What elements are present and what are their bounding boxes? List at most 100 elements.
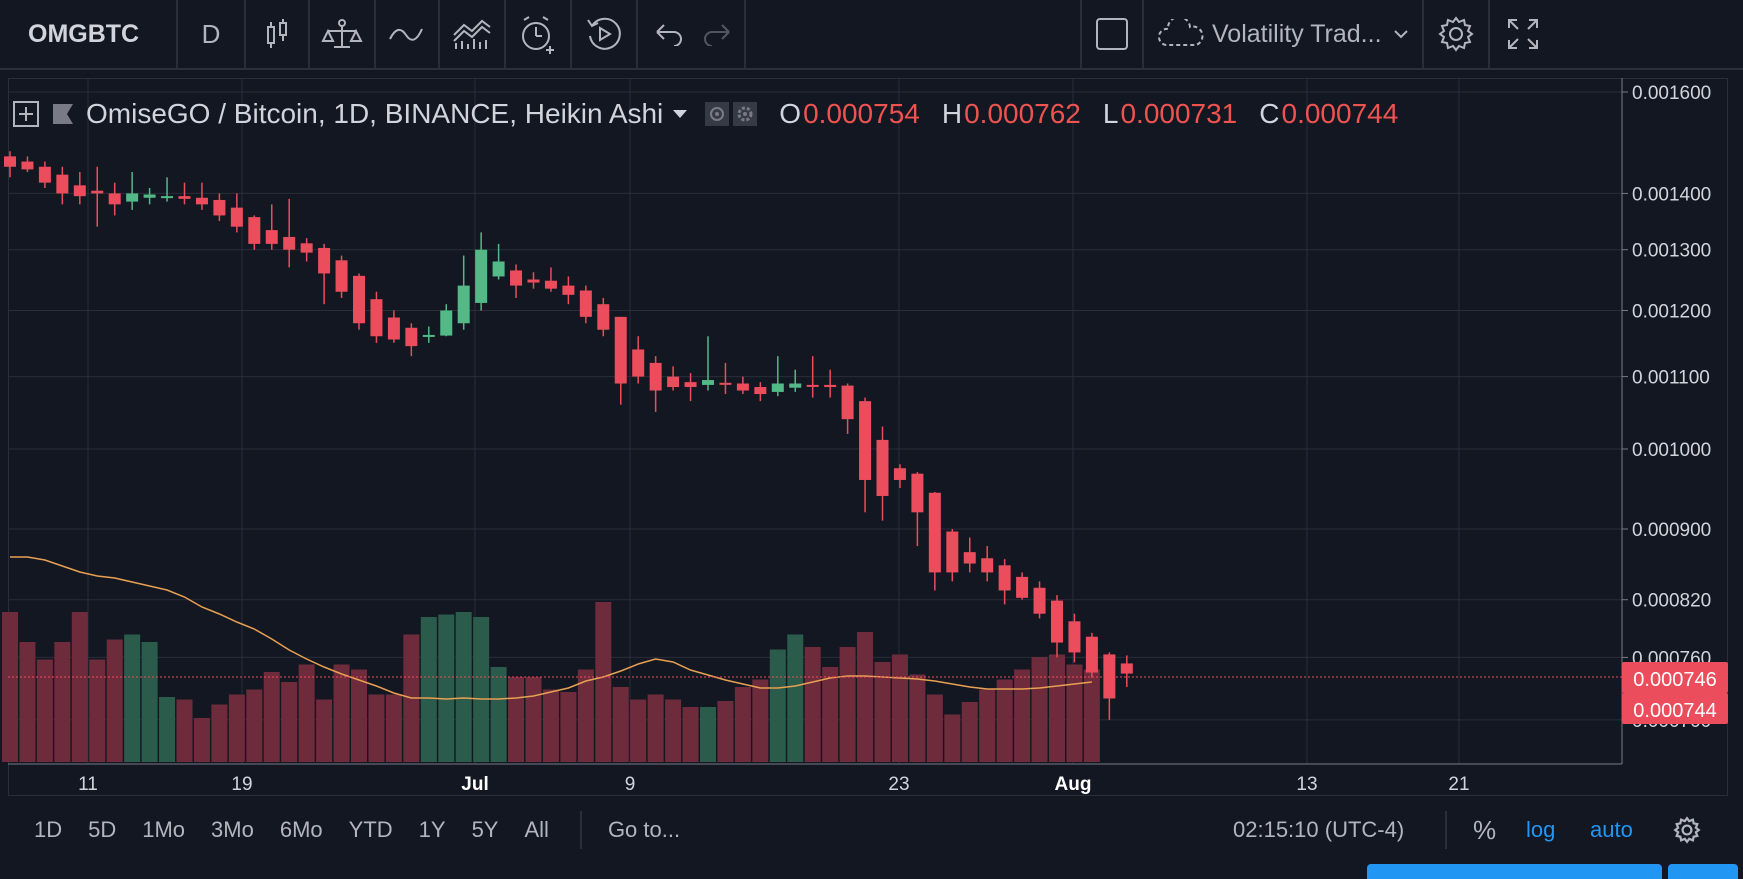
candle-body <box>248 217 261 244</box>
volume-bar <box>734 687 751 762</box>
candles-icon <box>267 19 287 48</box>
chart-frame <box>8 78 1728 796</box>
volume-bar <box>839 647 856 762</box>
eye-icon[interactable] <box>705 102 730 126</box>
candle-body <box>318 247 331 274</box>
trade-panel-toggle[interactable] <box>1668 864 1738 879</box>
volume-moving-average-line <box>10 556 1092 700</box>
candle-body <box>230 207 243 227</box>
candle-body <box>562 285 575 295</box>
range-3mo[interactable]: 3Mo <box>211 817 254 842</box>
range-ytd[interactable]: YTD <box>348 817 393 842</box>
gear-icon <box>1438 16 1474 52</box>
volume-bar <box>700 707 716 762</box>
clock[interactable]: 02:15:10 (UTC-4) <box>1233 817 1405 842</box>
settings-button[interactable] <box>1424 0 1490 68</box>
fullscreen-button[interactable] <box>1490 0 1556 68</box>
volume-bar <box>54 642 71 762</box>
bottom-toolbar: 1D 5D 1Mo 3Mo 6Mo YTD 1Y 5Y All Go to...… <box>8 796 1728 864</box>
range-5d[interactable]: 5D <box>88 817 117 842</box>
scales-icon <box>321 19 363 48</box>
time-axis[interactable]: 11 19 Jul 9 23 Aug 13 21 <box>78 774 1469 795</box>
range-all[interactable]: All <box>524 817 549 842</box>
add-symbol-icon[interactable] <box>12 100 40 128</box>
volume-bar <box>647 694 664 762</box>
candle-body <box>597 304 610 330</box>
indicators-button[interactable] <box>376 0 440 68</box>
high-value: 0.000762 <box>964 98 1081 129</box>
flag-icon[interactable] <box>50 101 76 127</box>
volume-bar <box>944 714 961 762</box>
volume-bar <box>36 659 53 762</box>
redo-icon[interactable] <box>702 22 732 46</box>
price-tick-label: 0.001000 <box>1632 440 1711 461</box>
volume-bar <box>979 689 996 762</box>
template-dropdown[interactable]: Volatility Trad... <box>1144 0 1424 68</box>
volume-bar <box>926 694 943 762</box>
symbol-search-button[interactable]: OMGBTC <box>0 0 178 68</box>
volume-bar <box>141 642 158 762</box>
open-value: 0.000754 <box>803 98 920 129</box>
undo-redo-group <box>638 0 746 68</box>
price-tick-label: 0.001200 <box>1632 301 1711 322</box>
cloud-icon <box>1158 19 1204 46</box>
candle-body <box>492 261 505 277</box>
replay-button[interactable] <box>572 0 638 68</box>
candle-body <box>649 362 662 391</box>
volume-bar <box>89 659 106 762</box>
financials-button[interactable] <box>440 0 506 68</box>
volume-bar <box>525 677 542 762</box>
candle-body <box>213 199 226 216</box>
go-to-date-button[interactable]: Go to... <box>607 817 681 842</box>
volume-bar <box>577 669 594 762</box>
auto-toggle[interactable]: auto <box>1590 817 1633 842</box>
legend-gear-icon[interactable] <box>733 102 758 126</box>
range-6mo[interactable]: 6Mo <box>279 817 323 842</box>
compare-button[interactable] <box>310 0 376 68</box>
square-layout-icon <box>1096 18 1128 50</box>
candle-body <box>859 401 872 480</box>
percent-toggle[interactable]: % <box>1473 814 1497 845</box>
volume-bar <box>560 692 577 762</box>
candle-body <box>527 279 540 283</box>
trade-panel-button[interactable] <box>1367 864 1662 879</box>
price-tick-label: 0.001100 <box>1632 368 1710 389</box>
range-1d[interactable]: 1D <box>34 817 63 842</box>
volume-bar <box>682 707 699 762</box>
interval-button[interactable]: D <box>178 0 246 68</box>
volume-bar <box>228 694 245 762</box>
range-1mo[interactable]: 1Mo <box>142 817 186 842</box>
low-value: 0.000731 <box>1120 98 1238 129</box>
indicator-wave-icon <box>389 28 423 41</box>
candle-body <box>911 473 924 513</box>
price-axis[interactable]: 0.001600 0.001400 0.001300 0.001200 0.001100… <box>1622 83 1711 732</box>
volume-bar <box>542 689 559 762</box>
candle-body <box>370 299 383 337</box>
candle-body <box>353 275 365 324</box>
top-toolbar: OMGBTC D Volatility Trad... <box>0 0 1743 70</box>
candle-body <box>824 384 837 388</box>
candle-body <box>667 376 680 388</box>
volume-bar <box>211 704 228 762</box>
layout-button[interactable] <box>1080 0 1144 68</box>
time-tick-label: 9 <box>625 774 636 795</box>
bottom-divider-2 <box>1445 811 1447 849</box>
time-tick-label: 11 <box>78 774 98 795</box>
volume-bar <box>630 699 647 762</box>
legend-dropdown-icon[interactable] <box>671 107 689 121</box>
candle-body <box>1120 663 1133 674</box>
range-1y[interactable]: 1Y <box>418 817 446 842</box>
chart-style-button[interactable] <box>246 0 310 68</box>
range-5y[interactable]: 5Y <box>471 817 499 842</box>
chart-properties-button[interactable] <box>1673 796 1701 864</box>
volume-bar <box>891 654 908 762</box>
candle-body <box>335 260 348 292</box>
log-toggle[interactable]: log <box>1526 817 1556 842</box>
legend-title[interactable]: OmiseGO / Bitcoin, 1D, BINANCE, Heikin A… <box>86 98 664 129</box>
undo-icon[interactable] <box>654 22 684 46</box>
alert-button[interactable] <box>506 0 572 68</box>
volume-bar <box>298 664 315 762</box>
candle-body <box>632 349 645 377</box>
candle-body <box>422 334 435 337</box>
